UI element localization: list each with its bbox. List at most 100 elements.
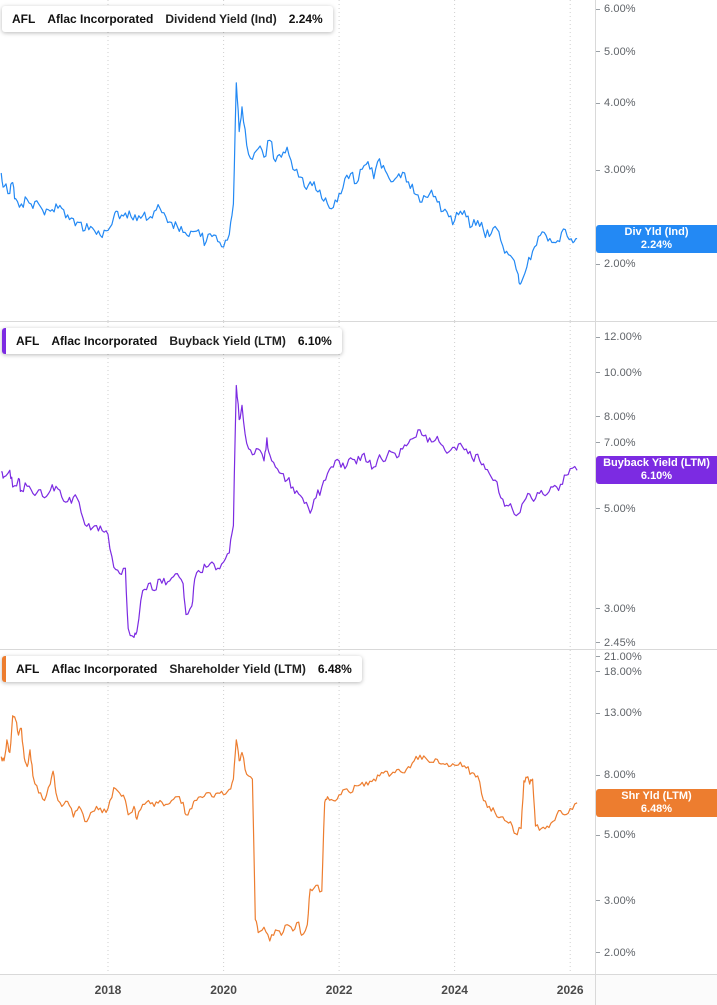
shareholder-yield-line-chart [0,650,578,974]
tick-mark [596,900,600,902]
y-tick-7.00%: 7.00% [596,436,636,449]
panel-buyback-yield: AFL Aflac Incorporated Buyback Yield (LT… [0,322,717,650]
tick-mark [596,8,600,10]
tick-mark [596,416,600,418]
y-tick-21.00%: 21.00% [596,650,642,663]
badge-label: Buyback Yield (LTM) [603,457,710,470]
tick-mark [596,774,600,776]
company-name: Aflac Incorporated [51,662,158,676]
y-axis-dividend-yield: Div Yld (Ind) 2.24% 6.00% 5.00% 4.00% 3.00%… [595,0,717,321]
last-value-badge-buyback-yield: Buyback Yield (LTM) 6.10% [596,456,717,485]
badge-label: Div Yld (Ind) [624,225,689,238]
y-tick-5.00%: 5.00% [596,829,636,842]
y-tick-18.00%: 18.00% [596,665,642,678]
y-tick-label: 3.00% [604,164,636,177]
metric-label: Shareholder Yield (LTM) [169,662,306,676]
company-name: Aflac Incorporated [47,12,154,26]
y-tick-label: 3.00% [604,602,636,615]
y-tick-3.00%: 3.00% [596,164,636,177]
tick-mark [596,263,600,265]
y-tick-5.00%: 5.00% [596,45,636,58]
y-tick-label: 4.00% [604,97,636,110]
y-tick-label: 21.00% [604,650,642,663]
x-axis-corner [595,975,717,1005]
shareholder-yield-plot-area[interactable]: AFL Aflac Incorporated Shareholder Yield… [0,650,595,974]
tick-mark [596,442,600,444]
y-tick-label: 8.00% [604,410,636,423]
metric-value: 2.24% [288,12,323,26]
y-tick-5.00%: 5.00% [596,502,636,515]
panel-dividend-yield: AFL Aflac Incorporated Dividend Yield (I… [0,0,717,322]
y-tick-8.00%: 8.00% [596,769,636,782]
legend-chip-shareholder-yield[interactable]: AFL Aflac Incorporated Shareholder Yield… [2,656,362,682]
badge-value: 6.10% [640,470,673,483]
y-tick-label: 7.00% [604,436,636,449]
shareholder-yield-series-line [0,715,578,942]
company-name: Aflac Incorporated [51,334,158,348]
last-value-badge-shareholder-yield: Shr Yld (LTM) 6.48% [596,788,717,817]
ticker-label: AFL [16,662,40,676]
x-axis-label-2024: 2024 [441,983,468,997]
y-tick-2.00%: 2.00% [596,258,636,271]
y-tick-label: 10.00% [604,366,642,379]
x-axis-label-2018: 2018 [94,983,122,997]
dividend-yield-line-chart [0,0,578,321]
dividend-yield-plot-area[interactable]: AFL Aflac Incorporated Dividend Yield (I… [0,0,595,321]
x-axis-label-2022: 2022 [325,983,353,997]
last-value-badge-dividend-yield: Div Yld (Ind) 2.24% [596,224,717,253]
badge-label: Shr Yld (LTM) [621,789,692,802]
tick-mark [596,656,600,657]
buyback-yield-plot-area[interactable]: AFL Aflac Incorporated Buyback Yield (LT… [0,322,595,649]
legend-chip-dividend-yield[interactable]: AFL Aflac Incorporated Dividend Yield (I… [2,6,333,32]
tick-mark [596,671,600,673]
ticker-label: AFL [16,334,40,348]
tick-mark [596,336,600,338]
buyback-yield-line-chart [1,322,578,649]
legend-chip-buyback-yield[interactable]: AFL Aflac Incorporated Buyback Yield (LT… [2,328,342,354]
y-axis-shareholder-yield: Shr Yld (LTM) 6.48% 21.00% 18.00% 13.00% 8.… [595,650,717,974]
y-axis-buyback-yield: Buyback Yield (LTM) 6.10% 12.00% 10.00% 8.… [595,322,717,649]
y-tick-label: 5.00% [604,45,636,58]
tick-mark [596,952,600,954]
x-axis: 2018 2020 2022 2024 2026 [0,975,717,1005]
y-tick-label: 6.00% [604,3,636,16]
x-axis-label-2020: 2020 [210,983,237,997]
tick-mark [596,642,600,643]
tick-mark [596,102,600,104]
tick-mark [596,834,600,836]
metric-label: Buyback Yield (LTM) [169,334,286,348]
y-tick-10.00%: 10.00% [596,366,642,379]
y-tick-label: 5.00% [604,502,636,515]
tick-mark [596,508,600,510]
tick-mark [596,712,600,714]
y-tick-3.00%: 3.00% [596,602,636,615]
y-tick-label: 2.45% [604,636,636,649]
metric-value: 6.48% [317,662,352,676]
y-tick-label: 12.00% [604,331,642,344]
badge-value: 6.48% [640,802,673,815]
ticker-label: AFL [12,12,36,26]
y-tick-label: 2.00% [604,946,636,959]
y-tick-label: 18.00% [604,665,642,678]
y-tick-3.00%: 3.00% [596,894,636,907]
y-tick-2.00%: 2.00% [596,946,636,959]
x-axis-labels: 2018 2020 2022 2024 2026 [0,975,595,1005]
y-tick-label: 5.00% [604,829,636,842]
dividend-yield-series-line [0,82,578,285]
tick-mark [596,51,600,53]
tick-mark [596,169,600,171]
y-tick-6.00%: 6.00% [596,3,636,16]
y-tick-label: 8.00% [604,769,636,782]
badge-value: 2.24% [640,238,673,251]
panel-shareholder-yield: AFL Aflac Incorporated Shareholder Yield… [0,650,717,975]
metric-value: 6.10% [297,334,332,348]
y-tick-12.00%: 12.00% [596,331,642,344]
y-tick-label: 13.00% [604,707,642,720]
y-tick-label: 2.00% [604,258,636,271]
tick-mark [596,608,600,610]
x-axis-label-2026: 2026 [556,983,584,997]
tick-mark [596,372,600,374]
metric-label: Dividend Yield (Ind) [165,12,277,26]
y-tick-8.00%: 8.00% [596,410,636,423]
